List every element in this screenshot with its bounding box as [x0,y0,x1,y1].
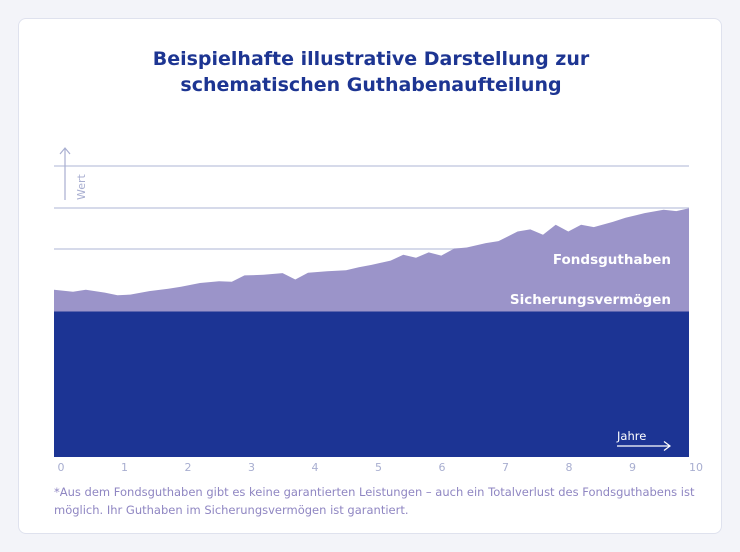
y-axis-arrow [59,147,71,200]
x-tick-label: 8 [566,461,573,474]
annotation-fondsguthaben: Fondsguthaben [553,252,671,268]
x-axis-label: Jahre [616,429,646,443]
area-chart: Wert Fondsguthaben Sicherungsvermögen Ja… [54,147,704,474]
x-tick-label: 1 [121,461,128,474]
x-tick-label: 5 [375,461,382,474]
footnote: *Aus dem Fondsguthaben gibt es keine gar… [54,485,695,517]
x-tick-label: 0 [58,461,65,474]
series-area-sicherungsvermoegen [54,311,689,457]
x-tick-label: 4 [312,461,319,474]
x-tick-label: 10 [689,461,703,474]
x-axis-arrow [617,441,671,451]
chart-title-line2: schematischen Guthabenaufteilung [180,74,562,96]
series-area-fondsguthaben [54,208,689,312]
chart-title: Beispielhafte illustrative Darstellung z… [19,46,723,98]
chart-card: Beispielhafte illustrative Darstellung z… [18,18,722,534]
x-tick-label: 2 [185,461,192,474]
x-tick-label: 3 [248,461,255,474]
annotation-sicherungsvermoegen: Sicherungsvermögen [510,292,671,308]
x-tick-label: 9 [629,461,636,474]
chart-title-line1: Beispielhafte illustrative Darstellung z… [152,48,590,70]
x-axis-ticks: 0 1 2 3 4 5 6 7 8 9 10 [58,461,704,474]
x-tick-label: 6 [439,461,446,474]
x-tick-label: 7 [502,461,509,474]
y-axis-label: Wert [75,173,88,200]
